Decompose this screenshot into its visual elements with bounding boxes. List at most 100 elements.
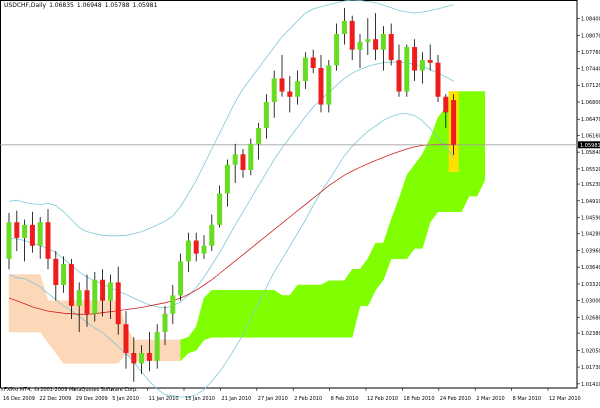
low-value: 1.05788 [104,2,130,9]
candle-bear [146,352,152,361]
y-tick-label: 1.08400 [581,16,600,22]
candle-bear [349,20,355,50]
x-tick-label: 18 Feb 2010 [403,396,434,402]
candle-bull [201,245,207,254]
candle-bear [100,279,106,301]
candle-bear [29,224,35,246]
x-tick-label: 15 Jan 2010 [185,396,215,402]
ichimoku-cloud-segment [476,91,486,197]
candle-bull [341,20,347,34]
open-value: 1.06835 [49,2,74,9]
ichimoku-cloud-segment [328,280,337,338]
candle-bear [318,67,324,105]
close-value: 1.05981 [132,2,158,9]
candle-bull [76,290,82,306]
y-tick-label: 1.05230 [581,182,600,188]
bollinger-upper-line [8,0,454,237]
y-tick-label: 1.03640 [581,265,600,271]
candle-bull [404,47,410,92]
candle-bull [154,332,160,361]
chart-header: USDCHF,Daily 1.06835 1.06948 1.05788 1.05981 [4,2,160,9]
candle-bull [357,41,363,50]
candle-bear [279,78,285,92]
x-tick-label: 2 Feb 2010 [294,396,322,402]
y-tick-label: 1.05840 [581,150,600,156]
candle-bear [435,62,441,97]
y-tick-label: 1.04280 [581,232,600,238]
ichimoku-cloud-segment [203,289,213,341]
candle-bear [396,60,402,92]
ichimoku-cloud-segment [273,289,283,338]
y-tick-label: 1.02680 [581,315,600,321]
current-price-tag [578,141,600,149]
ichimoku-cloud-segment [312,284,322,338]
candle-bull [380,33,386,50]
y-tick-label: 1.03960 [581,248,600,254]
copyright-text: FXPro MT4, © 2001-2009 MetaQuotes Softwa… [4,387,138,393]
candle-bear [240,154,246,170]
candle-bear [45,222,51,259]
ichimoku-cloud-segment [8,274,18,333]
ichimoku-cloud-segment [211,289,220,338]
y-tick-label: 1.06470 [581,117,600,123]
candle-bear [443,96,449,113]
y-tick-label: 1.07760 [581,50,600,56]
candle-bull [61,264,67,285]
ichimoku-cloud-segment [55,300,64,365]
ichimoku-cloud-segment [172,339,181,362]
candle-bear [388,33,394,61]
y-tick-label: 1.03000 [581,299,600,305]
candle-bull [185,240,191,262]
x-tick-label: 16 Dec 2009 [3,396,35,402]
candle-bull [217,193,223,225]
x-tick-label: 22 Dec 2009 [39,396,71,402]
ichimoku-cloud-segment [24,274,33,333]
candle-bear [451,100,457,145]
candle-bear [412,47,418,71]
candle-bull [326,65,332,105]
candle-bull [139,352,145,364]
symbol-label: USDCHF,Daily [4,2,47,9]
candle-bull [37,222,43,246]
ichimoku-cloud-segment [242,289,252,338]
ichimoku-cloud-segment [461,91,470,212]
candle-bull [263,101,269,129]
moving-average-line [8,143,454,315]
y-tick-label: 1.07440 [581,67,600,73]
candle-bear [193,240,199,254]
candle-bull [232,154,238,165]
x-tick-label: 8 Feb 2010 [331,396,359,402]
y-tick-label: 1.06800 [581,100,600,106]
candle-bull [92,279,98,314]
current-price-tag-label: 1.05981 [580,143,600,149]
y-tick-label: 1.06160 [581,133,600,139]
ichimoku-cloud-segment [164,339,174,362]
candle-bull [22,224,28,238]
ichimoku-cloud-segment [414,153,423,249]
candle-bull [6,222,12,259]
candle-bear [427,60,433,63]
ichimoku-cloud-segment [219,289,228,338]
x-tick-label: 2 Mar 2010 [476,396,505,402]
x-tick-label: 5 Jan 2010 [112,396,139,402]
ichimoku-cloud-segment [320,280,330,338]
ichimoku-cloud-segment [468,91,478,197]
candle-bear [115,282,121,325]
candle-bull [256,128,262,144]
candle-bull [209,224,215,246]
x-tick-label: 11 Jan 2010 [149,396,179,402]
candle-bear [373,39,379,50]
candle-bull [224,164,230,194]
y-tick-label: 1.02050 [581,348,600,354]
ichimoku-cloud-segment [234,289,244,338]
x-tick-label: 21 Jan 2010 [221,396,251,402]
ichimoku-cloud-segment [258,289,267,338]
ichimoku-cloud-segment [102,300,111,364]
ichimoku-cloud-segment [281,295,291,338]
y-tick-label: 1.07120 [581,83,600,89]
y-tick-label: 1.05520 [581,167,600,173]
candle-bear [131,352,137,364]
candle-bull [302,57,308,82]
